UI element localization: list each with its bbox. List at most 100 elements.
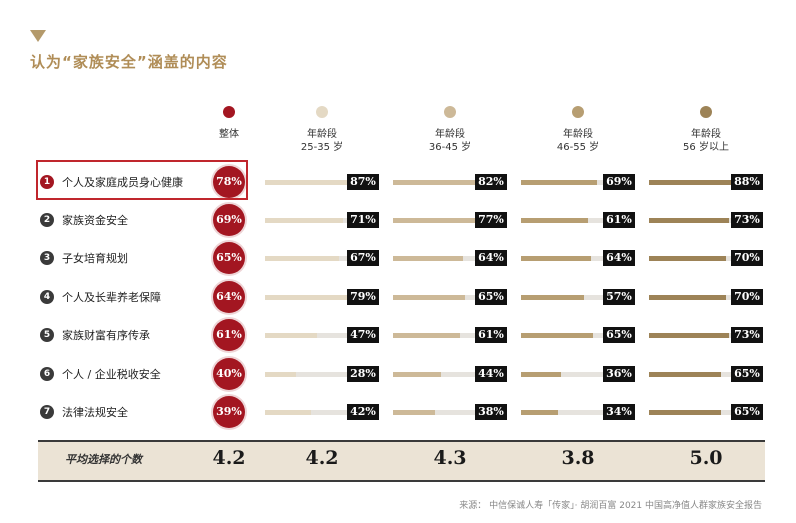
row-label-text: 个人 / 企业税收安全 [62, 368, 161, 381]
bar-track [265, 372, 375, 377]
bar-age_25_35 [265, 410, 312, 415]
bar-age_46_55 [521, 180, 597, 185]
row-label-3: 3 子女培育规划 [40, 248, 128, 268]
bar-track [265, 410, 375, 415]
bar-age_56_plus [649, 372, 721, 377]
bar-age_56_plus [649, 410, 721, 415]
row-label-7: 7 法律法规安全 [40, 402, 128, 422]
legend-dot-icon [444, 106, 456, 118]
bar-age_56_plus [649, 218, 730, 223]
bar-track [521, 295, 631, 300]
bar-track [265, 295, 375, 300]
bar-age_46_55 [521, 218, 589, 223]
column-header-line1: 年龄段 [691, 129, 721, 140]
bar-age_56_plus [649, 256, 726, 261]
data-label-age_56_plus: 73% [731, 212, 763, 228]
average-value-age_46_55: 3.8 [561, 447, 595, 469]
row-label-text: 个人及长辈养老保障 [62, 291, 161, 304]
column-header-age_36_45: 年龄段 36-45 岁 [395, 106, 505, 154]
bar-track [649, 256, 759, 261]
overall-value-circle: 40% [213, 358, 245, 390]
row-number-badge: 1 [40, 175, 54, 189]
bar-track [265, 256, 375, 261]
legend-dot-icon [572, 106, 584, 118]
bar-age_46_55 [521, 333, 593, 338]
bar-track [521, 218, 631, 223]
row-number-badge: 5 [40, 328, 54, 342]
bar-track [649, 410, 759, 415]
row-label-text: 家族财富有序传承 [62, 329, 150, 342]
source-note: 来源： 中信保诚人寿「传家」· 胡润百富 2021 中国高净值人群家族安全报告 [459, 501, 762, 511]
bar-track [393, 295, 503, 300]
row-label-6: 6 个人 / 企业税收安全 [40, 364, 161, 384]
data-label-age_36_45: 38% [475, 404, 507, 420]
average-band [38, 440, 765, 482]
overall-value-circle: 64% [213, 281, 245, 313]
column-header-age_56_plus: 年龄段 56 岁以上 [651, 106, 761, 154]
bar-track [521, 333, 631, 338]
column-header-age_25_35: 年龄段 25-35 岁 [267, 106, 377, 154]
data-label-age_46_55: 36% [603, 366, 635, 382]
column-header-line2: 46-55 岁 [556, 142, 600, 153]
bar-age_36_45 [393, 333, 461, 338]
bar-age_25_35 [265, 218, 344, 223]
column-header-age_46_55: 年龄段 46-55 岁 [523, 106, 633, 154]
bar-track [265, 180, 375, 185]
data-label-age_56_plus: 65% [731, 404, 763, 420]
bar-track [393, 333, 503, 338]
data-label-age_25_35: 71% [347, 212, 379, 228]
data-label-age_56_plus: 88% [731, 174, 763, 190]
row-label-text: 法律法规安全 [62, 406, 128, 419]
data-label-age_25_35: 42% [347, 404, 379, 420]
column-header-line2: 36-45 岁 [428, 142, 472, 153]
bar-track [521, 256, 631, 261]
legend-dot-icon [316, 106, 328, 118]
data-label-age_56_plus: 70% [731, 250, 763, 266]
bar-track [649, 372, 759, 377]
bar-age_56_plus [649, 180, 746, 185]
overall-value-circle: 78% [213, 166, 245, 198]
bar-age_46_55 [521, 256, 592, 261]
data-label-age_46_55: 61% [603, 212, 635, 228]
bar-age_46_55 [521, 372, 561, 377]
row-label-text: 子女培育规划 [62, 252, 128, 265]
row-label-2: 2 家族资金安全 [40, 210, 128, 230]
data-label-age_36_45: 61% [475, 327, 507, 343]
bar-age_36_45 [393, 372, 442, 377]
average-value-overall: 4.2 [212, 447, 246, 469]
column-header-line1: 年龄段 [435, 129, 465, 140]
data-label-age_56_plus: 73% [731, 327, 763, 343]
bar-age_56_plus [649, 295, 726, 300]
row-label-text: 个人及家庭成员身心健康 [62, 176, 183, 189]
data-label-age_25_35: 87% [347, 174, 379, 190]
data-label-age_46_55: 64% [603, 250, 635, 266]
legend-dot-icon [700, 106, 712, 118]
bar-track [265, 218, 375, 223]
row-number-badge: 7 [40, 405, 54, 419]
bar-age_25_35 [265, 295, 352, 300]
data-label-age_36_45: 64% [475, 250, 507, 266]
overall-value-circle: 65% [213, 242, 245, 274]
average-label: 平均选择的个数 [65, 453, 142, 466]
triangle-marker-icon [30, 30, 46, 42]
bar-age_25_35 [265, 372, 296, 377]
bar-age_25_35 [265, 333, 317, 338]
average-value-age_36_45: 4.3 [433, 447, 467, 469]
average-value-age_25_35: 4.2 [305, 447, 339, 469]
row-number-badge: 3 [40, 251, 54, 265]
bar-age_36_45 [393, 218, 478, 223]
average-value-age_56_plus: 5.0 [689, 447, 723, 469]
bar-age_36_45 [393, 180, 484, 185]
bar-age_36_45 [393, 410, 435, 415]
bar-age_46_55 [521, 295, 584, 300]
row-number-badge: 6 [40, 367, 54, 381]
bar-track [649, 295, 759, 300]
data-label-age_36_45: 44% [475, 366, 507, 382]
column-header-line1: 年龄段 [563, 129, 593, 140]
column-header-line2: 56 岁以上 [683, 142, 729, 153]
overall-value-circle: 61% [213, 319, 245, 351]
chart-title: 认为“家族安全”涵盖的内容 [30, 53, 228, 71]
data-label-age_46_55: 34% [603, 404, 635, 420]
row-number-badge: 2 [40, 213, 54, 227]
